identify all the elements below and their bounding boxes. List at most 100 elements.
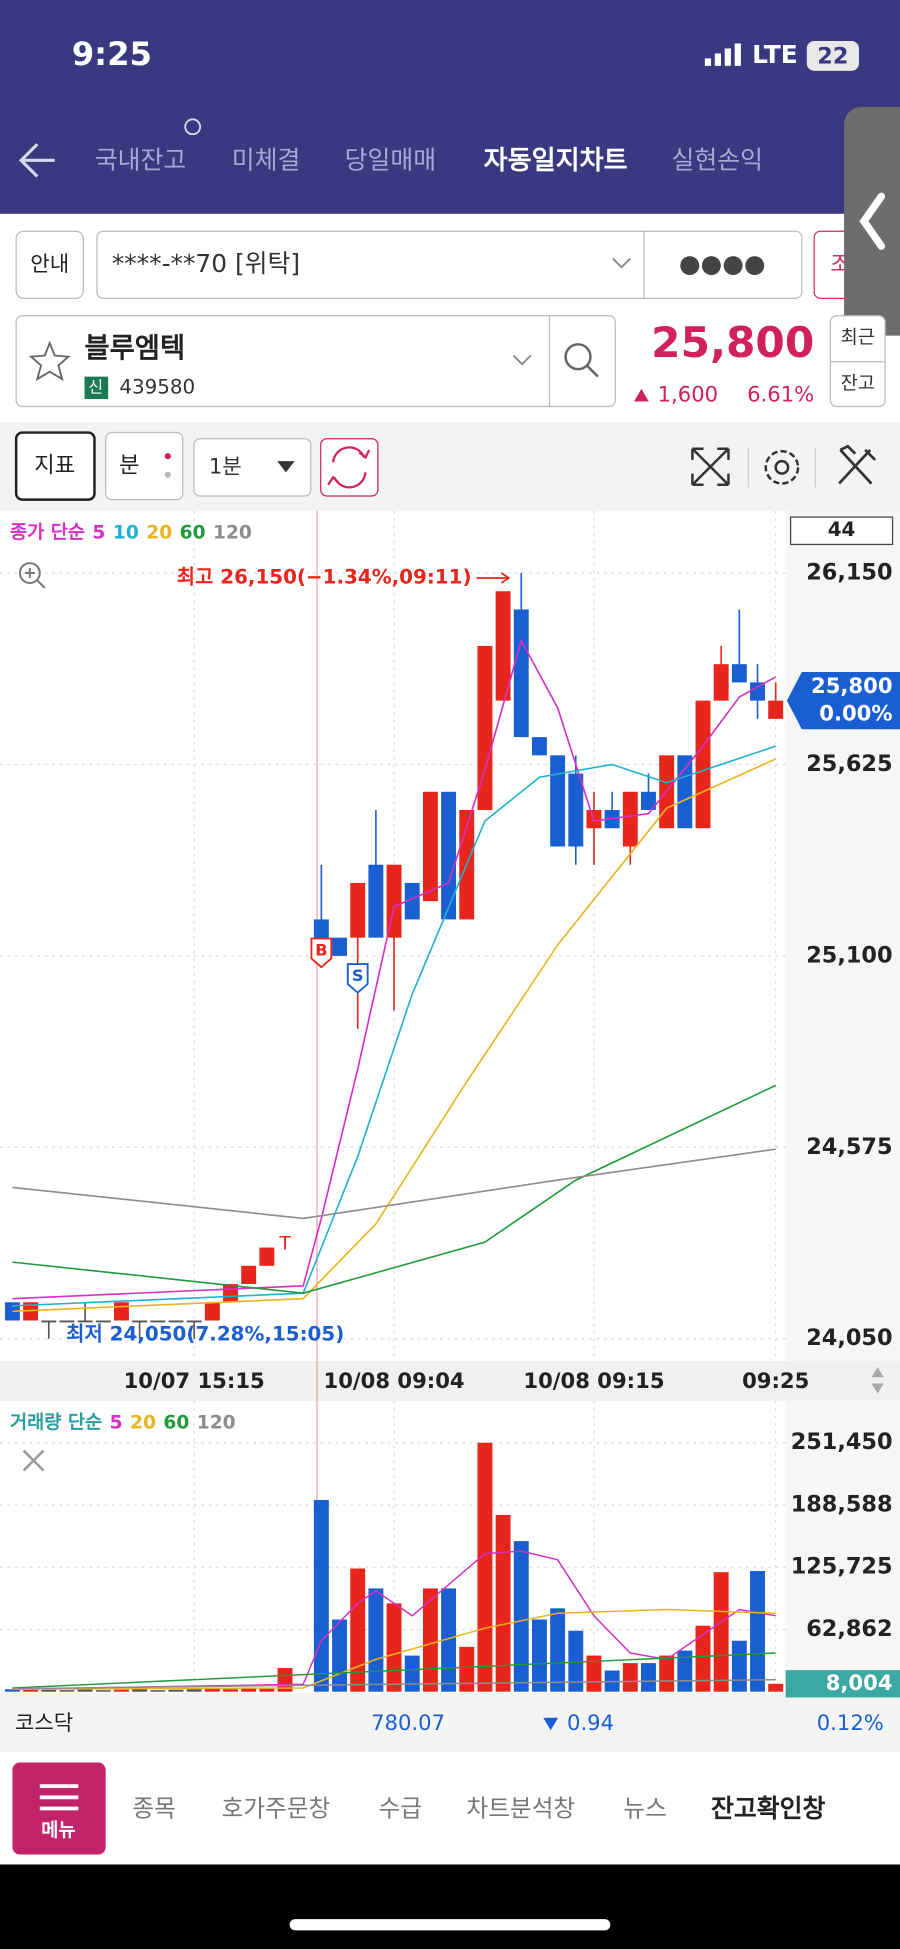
moving-average-line [12,745,776,1307]
nav-item[interactable]: 종목 [132,1794,175,1822]
tab-badge [184,118,202,136]
search-icon[interactable] [564,343,592,371]
candle-body [168,1320,184,1323]
candle-body [204,1302,220,1321]
high-annotation: 최고 26,150(−1.34%,09:11) [177,565,472,588]
candle-body [241,1265,257,1285]
price-tag-change: 0.00% [819,700,892,725]
volume-average-line [12,1608,776,1690]
tab[interactable]: 실현손익 [672,146,763,175]
tab[interactable]: 당일매매 [345,146,436,175]
nav-item-active[interactable]: 잔고확인창 [711,1794,825,1823]
settings-icon[interactable] [764,449,800,485]
indicator-button[interactable] [14,431,96,501]
balance-button[interactable]: 잔고 [841,374,875,395]
tab[interactable]: 미체결 [232,146,301,175]
axis-toggle[interactable] [871,1367,884,1394]
close-volume[interactable] [22,1449,45,1472]
volume-bar [713,1572,729,1692]
nav-item[interactable]: 차트분석창 [467,1794,576,1822]
nav-item[interactable]: 수급 [379,1794,422,1822]
volume-bar [168,1689,184,1692]
candle-body [568,773,584,847]
battery [806,41,859,71]
x-tick-label: 10/08 09:04 [324,1368,465,1393]
grid-layer [0,510,786,1693]
tab-active[interactable]: 자동일지차트 [484,146,628,176]
refresh-button[interactable] [320,438,379,497]
y-tick-label: 24,575 [806,1134,892,1160]
candle-body [622,791,638,847]
volume-average-line [12,1652,776,1689]
zoom-glyph [24,568,46,589]
volume-bar [422,1588,438,1692]
y-tick-label: 24,050 [806,1325,892,1351]
back-button[interactable] [18,143,55,178]
candle-body [750,682,765,701]
volume-bar [59,1690,75,1692]
x-tick-label: 10/07 15:15 [124,1368,265,1393]
nav-item[interactable]: 뉴스 [623,1794,666,1822]
menu-icon [39,1784,79,1811]
volume-bar [313,1500,329,1692]
tools-icon[interactable] [838,444,877,485]
candle-body [422,791,438,902]
nav-item[interactable]: 호가주문창 [222,1794,331,1822]
favorite-star[interactable] [28,340,71,382]
stock-price: 25,800 [651,318,814,367]
moving-average-line [12,758,777,1313]
volume-bar [622,1663,638,1692]
dot [164,471,171,478]
candle-body [386,864,402,938]
y-tick-label: 188,588 [791,1491,893,1517]
account-select[interactable] [96,230,803,299]
volume-bar [241,1688,257,1692]
period-button[interactable] [105,431,184,501]
bottom-nav-bg [0,1752,900,1865]
legend-entry: 10 [113,523,139,544]
market-name: 코스닥 [15,1710,73,1735]
count-label: 44 [828,518,856,541]
recent-button[interactable]: 최근 [841,328,875,349]
tab[interactable]: 국내잔고 [95,146,186,175]
volume-bar [659,1655,675,1692]
price-change: 1,600 [658,381,718,406]
battery-level: 22 [817,44,848,70]
legend-entry: 120 [213,523,252,544]
stock-select[interactable] [15,315,616,408]
zoom-icon[interactable] [18,562,41,584]
x-tick-label: 10/08 09:15 [523,1368,664,1393]
legend-entry: 20 [146,523,172,544]
y-tick-label: 25,100 [806,942,892,968]
volume-bar [259,1688,275,1692]
volume-average-line [12,1550,776,1690]
market-change-rate: 0.12% [817,1710,884,1735]
interval-select[interactable] [193,438,312,497]
volume-bar [186,1689,202,1692]
candle-body [23,1302,39,1321]
fullscreen-icon[interactable] [691,447,730,487]
candle-body [713,664,729,701]
drawer-handle[interactable] [844,106,900,336]
volume-bar [150,1690,166,1692]
trade-marker-shape [310,937,333,969]
guide-button[interactable] [15,230,84,299]
chevron [512,354,532,366]
volume-bar [95,1690,111,1692]
change-rate: 6.61% [747,381,814,406]
candle-body [4,1302,20,1321]
period-label: 분 [119,453,140,479]
market-bar-bg [0,1692,900,1753]
legend-entry: 60 [163,1413,189,1434]
candle-body [695,700,711,829]
menu-label: 메뉴 [41,1820,75,1841]
volume-bar [441,1588,457,1692]
password-field[interactable]: ●●●● [679,249,766,278]
candle-body [677,755,693,829]
volume-bar [223,1689,238,1692]
volume-bar [77,1689,93,1692]
candle-body [332,937,348,956]
stock-code: 439580 [119,375,195,398]
